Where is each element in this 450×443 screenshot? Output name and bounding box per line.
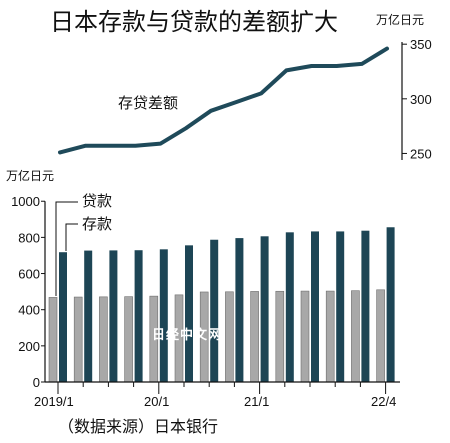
series-point-spread	[134, 144, 137, 147]
bar-deposits	[336, 231, 345, 382]
series-point-spread	[58, 151, 62, 154]
bar-loans	[250, 291, 259, 383]
legend-deposits-leader	[65, 223, 78, 251]
series-point-spread	[234, 100, 238, 104]
bar-deposits	[59, 252, 67, 382]
line-y-tick-label: 250	[410, 146, 432, 161]
series-point-spread	[109, 144, 112, 147]
bar-y-tick-label: 200	[18, 339, 40, 354]
legend-loans-leader	[55, 201, 78, 296]
bar-loans	[325, 290, 335, 383]
series-point-spread	[159, 142, 162, 145]
bar-deposits	[210, 239, 219, 382]
bar-unit-label: 万亿日元	[6, 168, 54, 183]
series-point-spread	[385, 47, 389, 50]
legend-deposits: 存款	[82, 215, 112, 233]
bar-loans	[73, 296, 83, 383]
bar-loans	[225, 291, 234, 383]
bar-deposits	[386, 227, 395, 382]
bar-loans	[300, 290, 310, 383]
chart-title: 日本存款与贷款的差额扩大	[50, 8, 338, 36]
bar-deposits	[235, 238, 244, 382]
series-point-spread	[335, 64, 338, 68]
series-point-spread	[285, 69, 288, 72]
bar-x-tick-label: 20/1	[144, 394, 169, 409]
line-chart: 250 300 350 存贷差额	[58, 37, 432, 161]
bar-loans	[124, 296, 133, 383]
bar-y-tick-label: 400	[18, 303, 40, 318]
bar-x-tick-label: 21/1	[244, 394, 269, 409]
bar-deposits	[109, 250, 118, 382]
series-point-spread	[260, 92, 263, 95]
bar-deposits	[260, 236, 269, 382]
series-point-spread	[310, 64, 313, 68]
bar-loans	[351, 290, 360, 383]
bar-y-tick-label: 1000	[11, 194, 40, 209]
bar-x-tick-label: 2019/1	[34, 394, 74, 409]
bar-loans	[275, 290, 285, 383]
bar-deposits	[185, 245, 193, 382]
series-point-spread	[209, 109, 213, 113]
bar-deposits	[311, 231, 319, 382]
bar-deposits	[84, 250, 93, 382]
bar-loans	[48, 297, 58, 383]
bar-deposits	[134, 250, 143, 382]
bar-deposits	[285, 232, 294, 382]
line-y-tick-label: 300	[410, 92, 432, 107]
bar-x-tick-label: 22/4	[371, 394, 396, 409]
line-y-tick-label: 350	[410, 37, 432, 52]
series-point-spread	[83, 144, 87, 147]
watermark: 日经中文网	[152, 327, 222, 343]
legend-loans: 贷款	[82, 192, 112, 210]
bar-deposits	[361, 230, 370, 382]
bar-loans	[99, 296, 108, 383]
bar-deposits	[159, 249, 168, 382]
series-point-spread	[360, 62, 364, 66]
bar-loans	[376, 289, 385, 383]
series-point-spread	[184, 127, 187, 130]
bar-y-tick-label: 0	[33, 375, 40, 390]
bar-y-tick-label: 600	[18, 267, 40, 282]
series-line-spread	[58, 46, 389, 155]
source-note: （数据来源）日本银行	[58, 417, 218, 436]
bar-y-tick-label: 800	[18, 230, 40, 245]
line-unit-label: 万亿日元	[376, 12, 424, 27]
series-label-spread: 存贷差额	[118, 94, 178, 112]
